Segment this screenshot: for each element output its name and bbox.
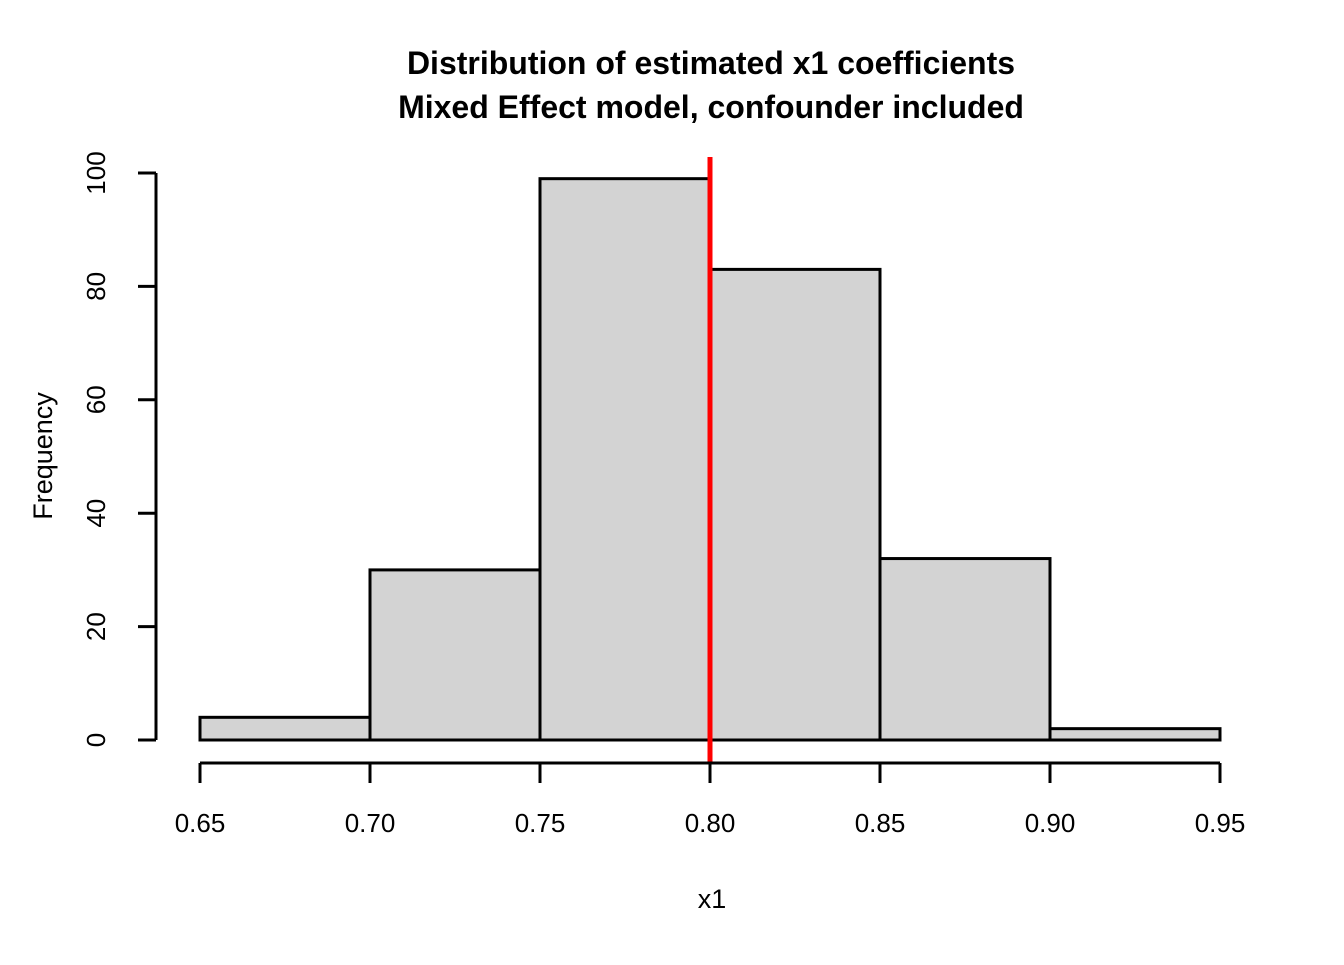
axes: 0 20 40 60 80 100 0.65 0.70 0.75 0.80 0.85 0.90 0.95	[81, 151, 1245, 838]
x-axis-title: x1	[698, 884, 727, 914]
histogram-bars	[198, 177, 1222, 742]
x-tick-label: 0.95	[1195, 808, 1246, 838]
y-tick-label: 80	[81, 272, 111, 301]
x-tick-label: 0.85	[855, 808, 906, 838]
chart-title-line1: Distribution of estimated x1 coefficient…	[407, 45, 1015, 81]
x-tick-label: 0.90	[1025, 808, 1076, 838]
y-tick-label: 0	[81, 733, 111, 747]
histogram-bar	[198, 715, 372, 742]
histogram-bar	[368, 568, 542, 742]
x-tick-label: 0.75	[515, 808, 566, 838]
histogram-bar	[1048, 727, 1222, 742]
x-tick-label: 0.80	[685, 808, 736, 838]
histogram-bar	[538, 177, 712, 742]
y-tick-label: 20	[81, 612, 111, 641]
x-tick-label: 0.70	[345, 808, 396, 838]
y-tick-label: 100	[81, 151, 111, 194]
histogram-bar	[708, 267, 882, 742]
y-axis-title: Frequency	[28, 392, 58, 520]
y-tick-label: 60	[81, 385, 111, 414]
chart-title-line2: Mixed Effect model, confounder included	[398, 89, 1024, 125]
x-tick-label: 0.65	[175, 808, 226, 838]
y-tick-label: 40	[81, 499, 111, 528]
histogram-bar	[878, 557, 1052, 742]
